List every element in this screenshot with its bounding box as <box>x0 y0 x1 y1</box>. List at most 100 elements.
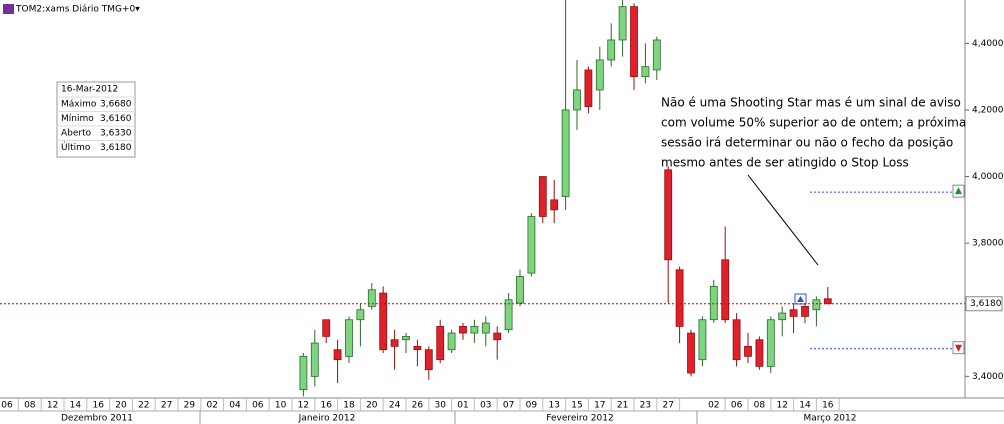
y-tick-label: 4,0000 <box>972 172 1004 182</box>
candle-body <box>413 345 422 351</box>
candle-body <box>538 176 547 217</box>
candle-body <box>675 269 684 327</box>
x-tick-label: 12 <box>776 401 787 411</box>
candle-body <box>561 109 570 197</box>
x-tick-label: 30 <box>434 401 446 411</box>
candle-body <box>516 276 524 304</box>
info-box: 16-Mar-2012 <box>56 81 136 158</box>
candle-body <box>367 289 376 307</box>
month-label: Fevereiro 2012 <box>546 414 613 424</box>
x-tick-label: 24 <box>389 401 401 411</box>
candle-body <box>744 345 752 357</box>
info-row-value: 3,6180 <box>100 143 132 153</box>
info-row-value: 3,6160 <box>100 114 132 124</box>
y-tick-label: 3,4000 <box>972 372 1004 382</box>
y-tick-label: 3,8000 <box>972 239 1004 249</box>
annotation-arrow <box>747 174 819 266</box>
info-row-label: Aberto <box>61 129 92 139</box>
annotation-text: com volume 50% superior ao de ontem; a p… <box>661 116 966 130</box>
candle-body <box>778 312 787 321</box>
candle-body <box>470 325 479 334</box>
x-tick-label: 22 <box>138 401 149 411</box>
x-tick-label: 12 <box>47 401 58 411</box>
candle-body <box>379 292 388 351</box>
x-tick-label: 21 <box>617 401 628 411</box>
candle-body <box>356 309 365 321</box>
candle-body <box>481 322 490 334</box>
x-tick-label: 14 <box>70 401 82 411</box>
x-tick-label: 02 <box>708 401 719 411</box>
info-box-frame <box>56 81 136 158</box>
annotation-text: mesmo antes de ser atingido o Stop Loss <box>661 156 909 170</box>
candle-body <box>812 299 821 311</box>
candle-body <box>630 6 638 78</box>
x-tick-label: 17 <box>594 401 605 411</box>
candle-body <box>652 39 661 71</box>
month-label: Março 2012 <box>803 414 856 424</box>
candle-body <box>493 332 502 341</box>
x-tick-label: 26 <box>412 401 424 411</box>
candle-body <box>618 6 627 41</box>
x-tick-label: 16 <box>92 401 104 411</box>
candle-body <box>527 216 536 274</box>
candle-body <box>402 335 410 341</box>
candle-body <box>436 325 445 361</box>
symbol-icon <box>3 4 14 14</box>
x-tick-label: 15 <box>571 401 582 411</box>
info-row-label: Máximo <box>61 100 97 110</box>
x-tick-label: 06 <box>252 401 264 411</box>
info-row-value: 3,6330 <box>100 129 132 139</box>
x-tick-label: 12 <box>298 401 309 411</box>
x-tick-label: 02 <box>206 401 217 411</box>
x-tick-label: 20 <box>366 401 378 411</box>
month-label: Dezembro 2011 <box>61 414 133 424</box>
y-tick-label: 4,4000 <box>972 39 1004 49</box>
signal-icon-mark <box>797 296 804 302</box>
candle-body <box>310 342 319 377</box>
candle-body <box>573 89 581 111</box>
x-tick-label: 07 <box>503 401 514 411</box>
candle-body <box>721 259 730 321</box>
x-tick-label: 23 <box>640 401 651 411</box>
candle-body <box>801 306 809 317</box>
candle-body <box>789 309 798 317</box>
info-date: 16-Mar-2012 <box>61 85 118 95</box>
candle-body <box>345 319 353 357</box>
x-tick-label: 06 <box>731 401 743 411</box>
x-tick-label: 16 <box>822 401 834 411</box>
x-tick-label: 14 <box>799 401 811 411</box>
candle-body <box>823 298 832 305</box>
candle-body <box>322 319 331 337</box>
candle-body <box>687 332 695 374</box>
candle-body <box>766 319 775 367</box>
info-row-label: Último <box>61 141 91 153</box>
level-icon-mark <box>955 187 962 195</box>
level-icon-mark <box>955 344 962 352</box>
candle-body <box>390 339 399 347</box>
candle-body <box>595 59 604 91</box>
month-label: Janeiro 2012 <box>298 414 356 424</box>
candle-body <box>584 69 593 107</box>
candle-body <box>459 325 467 334</box>
candle-body <box>641 66 650 78</box>
candle-body <box>299 355 308 391</box>
last-price-label: 3,6180 <box>970 299 1002 309</box>
x-tick-label: 27 <box>662 401 673 411</box>
candle-body <box>424 349 433 371</box>
annotation-text: Não é uma Shooting Star mas é um sinal d… <box>661 96 961 110</box>
last-price-box <box>965 296 1003 312</box>
candle-body <box>732 319 741 361</box>
x-tick-label: 04 <box>229 401 241 411</box>
y-tick-label: 4,2000 <box>972 105 1004 115</box>
candle-body <box>664 169 673 261</box>
candle-body <box>550 199 559 211</box>
x-tick-label: 09 <box>526 401 538 411</box>
candle-body <box>333 349 342 361</box>
info-row-value: 3,6680 <box>100 100 132 110</box>
x-tick-label: 01 <box>457 401 468 411</box>
candle-body <box>504 299 513 331</box>
annotation-text: sessão irá determinar ou não o fecho da … <box>661 136 953 150</box>
x-tick-label: 10 <box>275 401 287 411</box>
